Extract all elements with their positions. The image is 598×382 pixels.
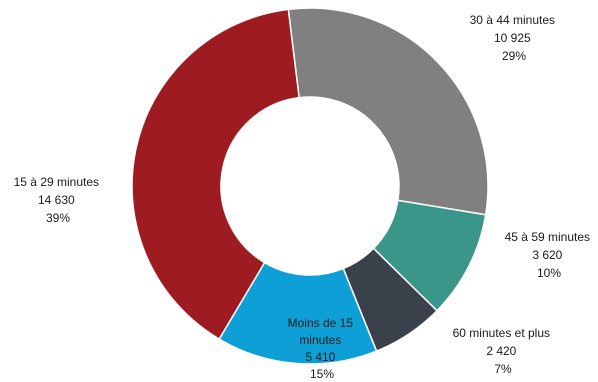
slice-15-29: [131, 8, 300, 341]
donut-slices: [131, 7, 489, 365]
slice-30-44: [287, 7, 489, 216]
slice-label-60-plus: 60 minutes et plus 2 420 7%: [453, 326, 554, 376]
slice-label-moins-15: Moins de 15 minutes 5 410 15%: [288, 316, 357, 381]
slice-label-30-44: 30 à 44 minutes 10 925 29%: [470, 13, 559, 63]
slice-label-15-29: 15 à 29 minutes 14 630 39%: [14, 175, 103, 225]
slice-label-45-59: 45 à 59 minutes 3 620 10%: [505, 230, 594, 280]
